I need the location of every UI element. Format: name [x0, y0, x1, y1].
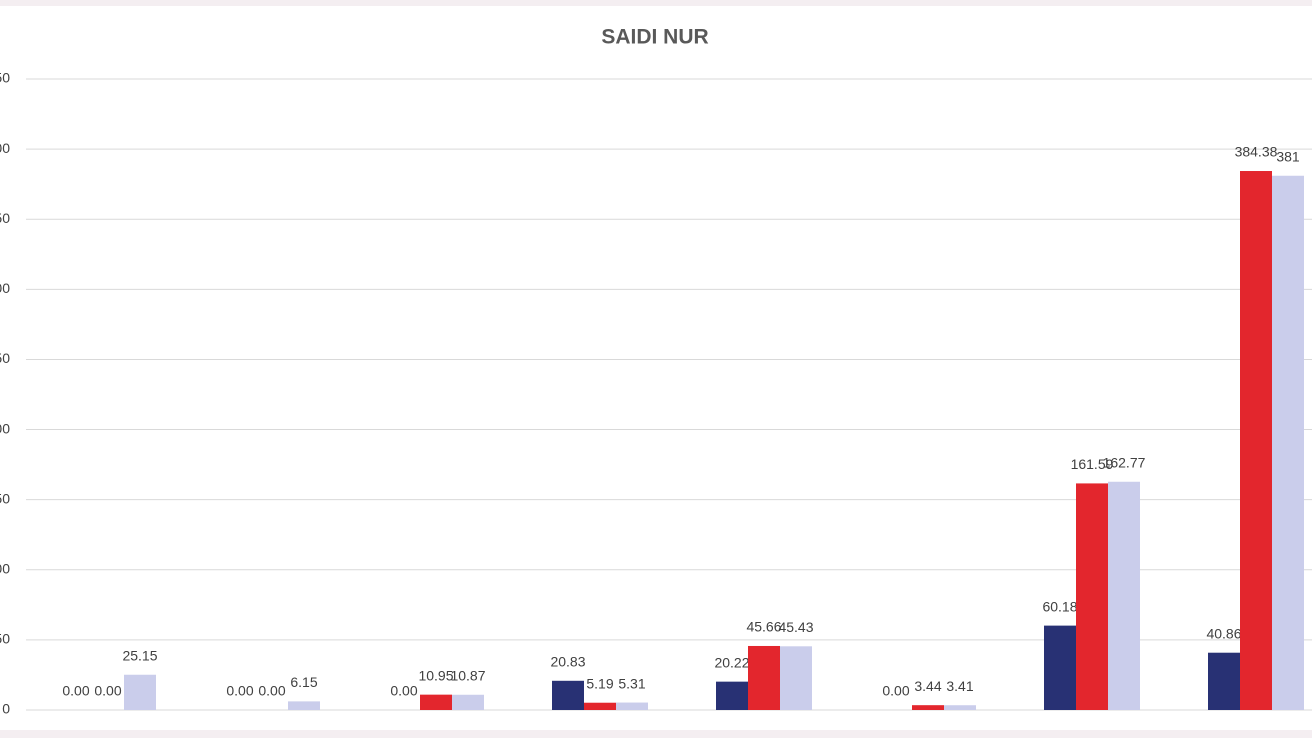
data-label: 20.22 — [714, 654, 749, 670]
y-tick-label: 0 — [2, 701, 10, 717]
bar — [1044, 625, 1076, 710]
data-label: 161.59 — [1071, 456, 1114, 472]
y-tick-label: 150 — [0, 490, 10, 506]
data-label: 10.95 — [418, 667, 453, 683]
data-label: 0.00 — [226, 683, 253, 699]
data-label: 0.00 — [258, 683, 285, 699]
bar — [1208, 652, 1240, 710]
data-label: 45.43 — [778, 619, 813, 635]
y-tick-label: 100 — [0, 560, 10, 576]
bar — [124, 674, 156, 710]
bar — [616, 702, 648, 710]
bar — [1272, 175, 1304, 711]
bar — [780, 646, 812, 710]
data-label: 20.83 — [550, 653, 585, 669]
y-tick-label: 300 — [0, 280, 10, 296]
data-label: 5.19 — [586, 675, 613, 691]
y-tick-label: 450 — [0, 70, 10, 86]
data-label: 0.00 — [882, 683, 909, 699]
data-label: 0.00 — [94, 683, 121, 699]
data-label: 10.87 — [450, 667, 485, 683]
y-tick-label: 50 — [0, 631, 10, 647]
data-label: 45.66 — [746, 619, 781, 635]
bar — [716, 681, 748, 710]
bar — [1240, 171, 1272, 711]
bar — [1108, 481, 1140, 710]
bar — [452, 694, 484, 710]
data-label: 162.77 — [1103, 454, 1146, 470]
data-label: 381 — [1276, 148, 1300, 164]
y-tick-label: 200 — [0, 420, 10, 436]
chart-title: SAIDI NUR — [601, 26, 708, 49]
bar — [1076, 483, 1108, 710]
bar — [944, 705, 976, 710]
bar — [748, 645, 780, 710]
data-label: 25.15 — [122, 647, 157, 663]
data-label: 60.18 — [1042, 598, 1077, 614]
y-tick-label: 350 — [0, 210, 10, 226]
bar — [420, 694, 452, 710]
bar — [912, 705, 944, 710]
data-label: 0.00 — [62, 683, 89, 699]
bar — [288, 701, 320, 710]
y-tick-label: 400 — [0, 140, 10, 156]
data-label: 384.38 — [1235, 144, 1278, 160]
data-label: 3.41 — [946, 678, 973, 694]
data-label: 5.31 — [618, 675, 645, 691]
data-label: 40.86 — [1206, 625, 1241, 641]
bar — [552, 680, 584, 710]
bar — [584, 702, 616, 710]
data-label: 3.44 — [914, 678, 941, 694]
data-label: 6.15 — [290, 674, 317, 690]
y-tick-label: 250 — [0, 350, 10, 366]
data-label: 0.00 — [390, 683, 417, 699]
